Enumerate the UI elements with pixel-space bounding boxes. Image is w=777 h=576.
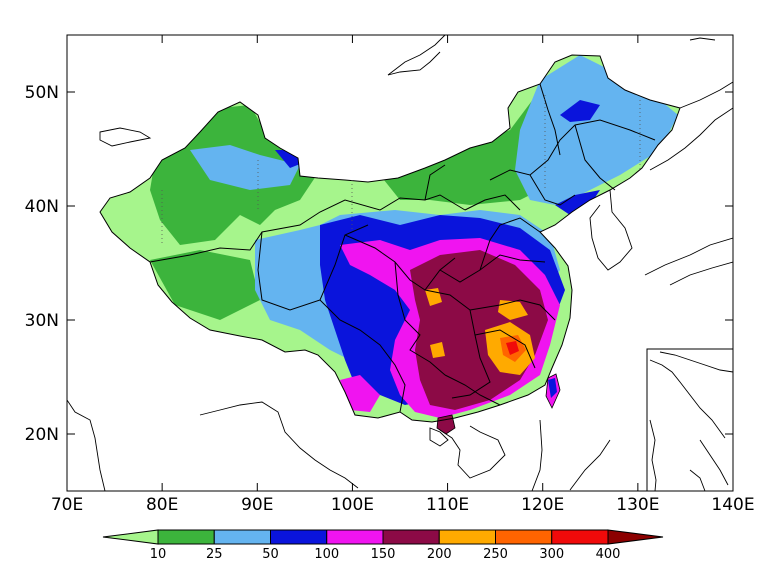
y-tick-label: 50N: [25, 83, 59, 103]
x-tick-label: 110E: [426, 495, 469, 515]
colorbar: [102, 529, 664, 545]
inner-dotted-lines: [161, 95, 641, 245]
colorbar-labels: 10 25 50 100 150 200 250 300 400: [150, 547, 621, 562]
colorbar-level-label: 100: [314, 547, 339, 562]
colorbar-low-triangle: [102, 529, 159, 545]
colorbar-segment: [157, 529, 215, 545]
axis-ticks: [66, 35, 734, 491]
colorbar-segment: [438, 529, 496, 545]
x-tick-label: 100E: [331, 495, 374, 515]
colorbar-level-label: 300: [539, 547, 564, 562]
y-tick-label: 20N: [25, 425, 59, 445]
china-border: [99, 54, 681, 423]
colorbar-segment: [270, 529, 328, 545]
y-axis-tick-labels: 20N 30N 40N 50N: [25, 83, 59, 445]
colorbar-level-label: 200: [427, 547, 452, 562]
colorbar-segment: [495, 529, 553, 545]
colorbar-segment: [213, 529, 271, 545]
colorbar-segment: [551, 529, 609, 545]
x-tick-label: 80E: [146, 495, 178, 515]
taiwan-fill: [548, 378, 557, 398]
colorbar-level-label: 25: [206, 547, 223, 562]
x-tick-label: 130E: [616, 495, 659, 515]
colorbar-level-label: 50: [262, 547, 279, 562]
hainan-island: [436, 414, 456, 435]
colorbar-high-triangle: [607, 529, 664, 545]
colorbar-level-label: 250: [483, 547, 508, 562]
x-tick-label: 90E: [241, 495, 273, 515]
colorbar-level-label: 150: [371, 547, 396, 562]
south-china-sea-inset: [646, 348, 734, 492]
x-axis-tick-labels: 70E 80E 90E 100E 110E 120E 130E 140E: [51, 495, 755, 515]
province-borders: [149, 83, 656, 413]
colorbar-segment: [326, 529, 384, 545]
colorbar-segment: [382, 529, 440, 545]
colorbar-level-label: 400: [596, 547, 621, 562]
x-tick-label: 70E: [51, 495, 83, 515]
x-tick-label: 120E: [521, 495, 564, 515]
x-tick-label: 140E: [711, 495, 754, 515]
y-tick-label: 40N: [25, 197, 59, 217]
y-tick-label: 30N: [25, 311, 59, 331]
colorbar-level-label: 10: [150, 547, 167, 562]
